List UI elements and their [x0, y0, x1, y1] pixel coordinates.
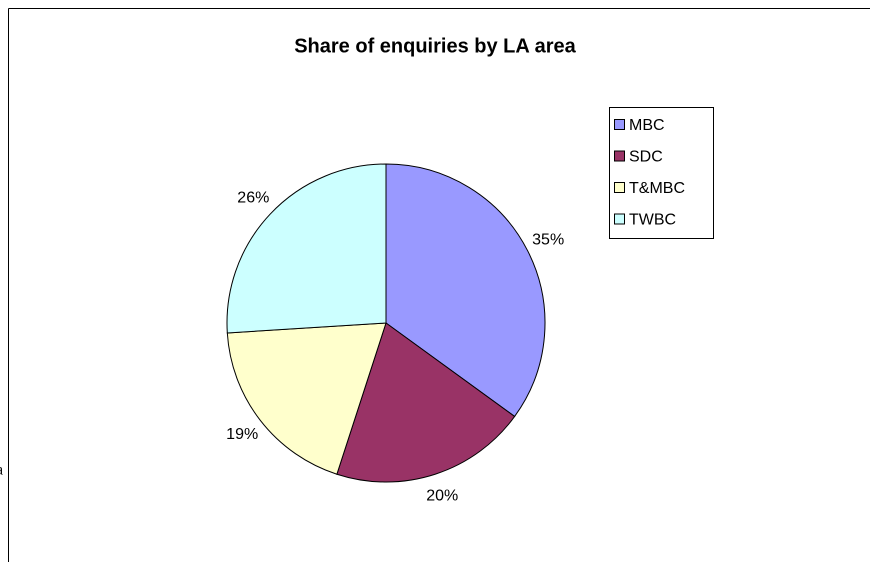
legend-swatch — [614, 182, 625, 193]
legend-label: TWBC — [629, 212, 676, 229]
data-label: 19% — [226, 426, 258, 443]
data-label: 20% — [426, 487, 458, 504]
data-label: 26% — [237, 190, 269, 207]
legend-swatch — [614, 213, 625, 225]
legend-swatch — [614, 150, 625, 162]
data-label: 35% — [532, 232, 564, 249]
legend-label: MBC — [629, 117, 665, 134]
pie-slice — [385, 163, 546, 418]
pie-slice — [336, 322, 516, 483]
legend-swatch — [614, 119, 625, 130]
pie-slice — [226, 163, 387, 334]
pie-slice — [226, 322, 387, 475]
fragment-text: a — [0, 462, 3, 479]
legend-box — [609, 107, 714, 239]
legend-label: T&MBC — [629, 180, 685, 197]
legend-label: SDC — [629, 149, 663, 166]
chart-title: Share of enquiries by LA area — [294, 35, 576, 57]
